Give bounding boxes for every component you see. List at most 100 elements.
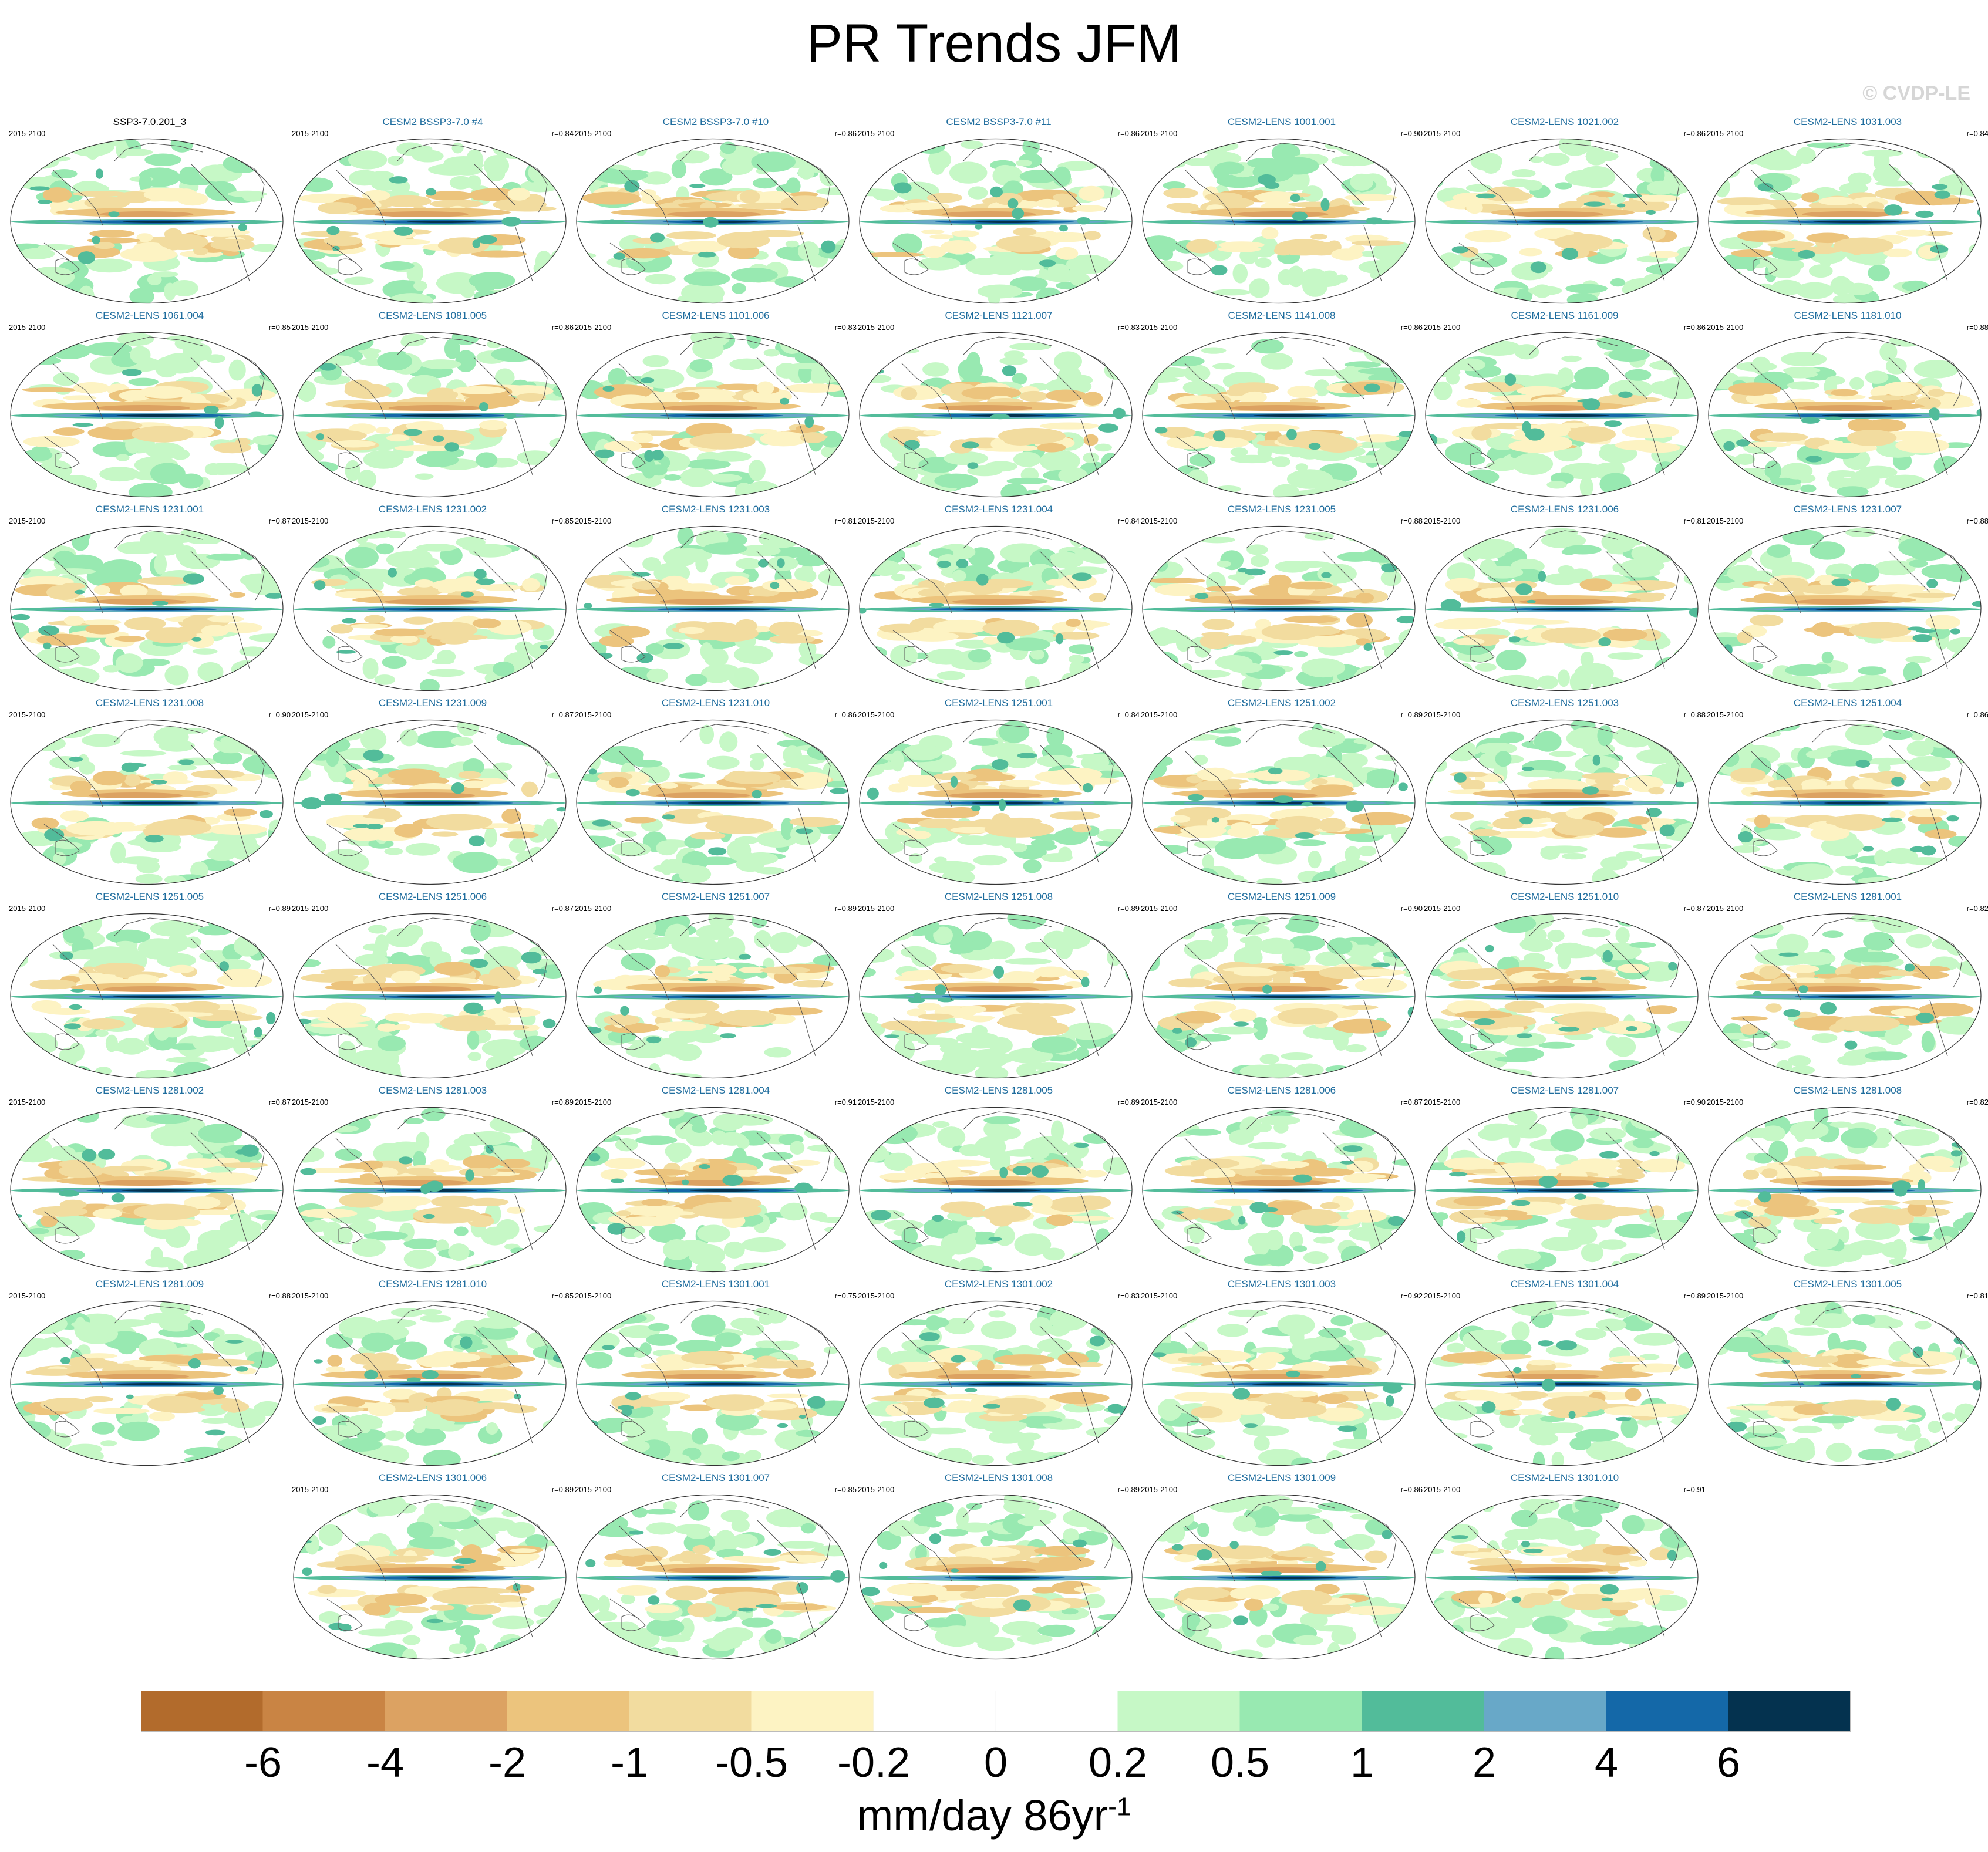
dry-patch — [393, 1024, 411, 1031]
coastline — [335, 556, 386, 613]
panel-correlation: r=0.91 — [834, 1098, 857, 1107]
dry-tongue — [147, 819, 212, 836]
dry-patch — [190, 1209, 241, 1215]
dry-patch — [1256, 191, 1298, 204]
globe-map — [293, 719, 567, 885]
panel-title: CESM2-LENS 1231.003 — [661, 504, 770, 515]
dry-patch — [918, 818, 961, 829]
panel-period: 2015-2100 — [1707, 904, 1744, 913]
wet-patch — [892, 233, 922, 256]
globe-outline — [859, 138, 1133, 304]
dry-patch — [582, 191, 641, 205]
wet-patch-strong — [1522, 421, 1531, 434]
wet-patch — [32, 1034, 58, 1054]
dry-patch — [918, 1013, 954, 1020]
wet-patch — [958, 359, 983, 380]
dry-patch — [1765, 1003, 1782, 1013]
wet-band-core — [397, 996, 486, 998]
wet-patch — [973, 855, 1008, 866]
map-panel: CESM2-LENS 1251.007 2015-2100 r=0.89 — [575, 891, 857, 1085]
wet-patch-strong — [1582, 398, 1600, 410]
dry-patch — [404, 1013, 448, 1024]
trend-field — [1143, 532, 1415, 691]
dry-patch — [364, 615, 386, 623]
wet-patch — [252, 1128, 283, 1145]
dry-patch — [1089, 593, 1107, 602]
wet-patch — [616, 831, 637, 838]
wet-patch — [1939, 526, 1958, 541]
wet-patch — [813, 340, 830, 355]
wet-patch — [611, 284, 629, 302]
wet-patch — [1184, 682, 1224, 691]
wet-patch — [1402, 455, 1415, 470]
wet-patch — [1679, 946, 1698, 957]
map-panel: CESM2-LENS 1021.002 2015-2100 r=0.86 — [1424, 116, 1706, 310]
wet-patch-strong — [294, 458, 302, 467]
wet-patch — [351, 1238, 386, 1257]
dry-patch — [344, 383, 392, 399]
wet-patch-strong — [907, 997, 925, 1003]
coastline — [335, 1138, 386, 1195]
dry-patch — [1882, 382, 1918, 397]
wet-patch — [255, 1213, 283, 1220]
wet-patch — [1889, 334, 1923, 347]
coastline — [231, 1000, 250, 1057]
wet-patch — [1732, 680, 1751, 691]
panel-title: CESM2-LENS 1021.002 — [1510, 116, 1619, 127]
wet-patch — [1494, 913, 1537, 933]
globe-map — [1425, 719, 1699, 885]
wet-patch — [656, 840, 678, 856]
wet-patch — [317, 149, 330, 161]
wet-patch — [944, 451, 988, 465]
wet-patch — [1079, 547, 1118, 564]
wet-patch-strong — [620, 1006, 629, 1016]
wet-patch — [1557, 947, 1572, 970]
coastline — [397, 917, 486, 936]
dry-band-core — [659, 599, 754, 605]
wet-patch — [294, 458, 306, 473]
wet-band-core — [685, 414, 764, 417]
dry-tongue — [424, 622, 478, 639]
wet-patch — [583, 1133, 600, 1141]
coastline — [1039, 551, 1081, 593]
panel-title: CESM2-LENS 1031.003 — [1793, 116, 1902, 127]
wet-patch — [294, 1037, 306, 1059]
wet-patch — [1426, 636, 1446, 645]
wet-band-core — [962, 608, 1053, 610]
wet-patch-strong — [363, 749, 384, 761]
coastline — [1089, 741, 1114, 794]
dry-tongue — [426, 814, 493, 831]
dry-patch — [1353, 969, 1406, 976]
wet-patch-strong — [1258, 174, 1276, 185]
dry-patch — [483, 976, 522, 989]
panel-period: 2015-2100 — [292, 517, 329, 525]
wet-patch — [1654, 872, 1674, 885]
wet-patch — [1426, 913, 1438, 930]
wet-patch-strong — [1154, 427, 1168, 434]
dry-patch — [1649, 251, 1679, 258]
wet-patch — [676, 150, 710, 164]
wet-patch — [1905, 656, 1932, 663]
wet-patch — [166, 1057, 208, 1064]
coastline — [240, 354, 265, 407]
wet-patch — [1673, 161, 1698, 174]
wet-patch — [1795, 282, 1834, 299]
wet-patch — [1143, 861, 1176, 882]
wet-patch — [52, 841, 83, 849]
wet-patch — [1625, 369, 1652, 381]
wet-patch — [1433, 381, 1453, 400]
dry-band-core — [952, 599, 1046, 605]
dry-patch — [760, 431, 808, 447]
wet-patch — [294, 1235, 315, 1250]
dry-patch — [1078, 185, 1105, 201]
dry-patch — [1471, 426, 1492, 441]
wet-patch — [1647, 263, 1690, 275]
dry-patch — [944, 807, 980, 818]
wet-patch-strong — [1211, 265, 1228, 276]
wet-patch-strong — [366, 823, 383, 830]
wet-patch — [1848, 172, 1872, 186]
map-panel: CESM2-LENS 1251.010 2015-2100 r=0.87 — [1424, 891, 1706, 1085]
wet-patch — [470, 920, 491, 942]
dry-patch — [665, 999, 720, 1014]
dry-patch — [431, 1195, 478, 1208]
